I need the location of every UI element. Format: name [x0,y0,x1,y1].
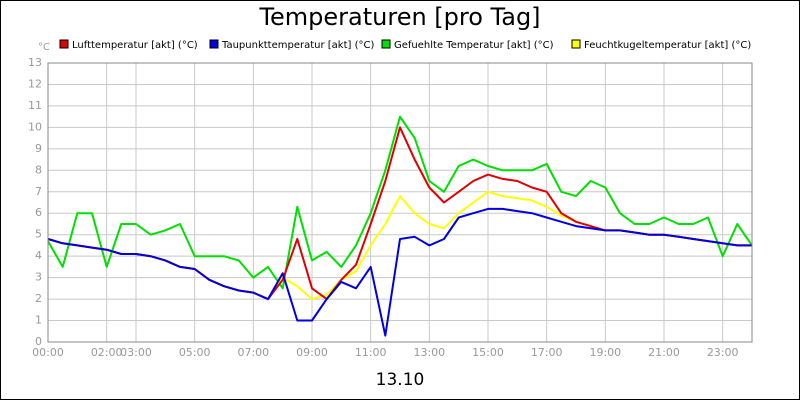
x-tick-label: 11:00 [355,346,387,359]
legend-label: Feuchtkugeltemperatur [akt] (°C) [584,40,751,51]
y-tick-label: 0 [35,335,42,348]
plot-area [48,63,752,342]
y-tick-label: 10 [28,120,42,133]
x-tick-label: 21:00 [648,346,680,359]
x-tick-label: 23:00 [707,346,739,359]
x-tick-label: 02:00 [91,346,123,359]
y-tick-label: 6 [35,206,42,219]
x-tick-label: 05:00 [179,346,211,359]
x-tick-label: 03:00 [120,346,152,359]
x-tick-label: 17:00 [531,346,563,359]
y-tick-label: 8 [35,163,42,176]
legend-swatch [571,39,581,49]
y-tick-label: 11 [28,99,42,112]
y-tick-label: 7 [35,185,42,198]
plot-border [47,62,753,343]
legend-label: Lufttemperatur [akt] (°C) [72,40,198,51]
legend-swatch [209,39,219,49]
y-tick-label: 12 [28,77,42,90]
y-tick-label: 2 [35,292,42,305]
x-tick-label: 13:00 [413,346,445,359]
series-line [47,207,752,337]
series-line [47,115,753,290]
x-tick-label: 07:00 [237,346,269,359]
legend-label: Gefuehlte Temperatur [akt] (°C) [394,40,554,51]
y-tick-label: 9 [35,142,42,155]
chart-title: Temperaturen [pro Tag] [258,3,540,31]
x-tick-label: 09:00 [296,346,328,359]
y-axis-label: °C [38,42,50,53]
y-tick-label: 13 [28,56,42,69]
legend-swatch [381,39,391,49]
x-tick-label: 15:00 [472,346,504,359]
y-tick-label: 3 [35,271,42,284]
x-tick-label: 19:00 [589,346,621,359]
legend-swatch [59,39,69,49]
y-tick-label: 4 [35,249,42,262]
x-axis-label: 13.10 [376,370,425,390]
y-tick-label: 1 [35,314,42,327]
y-tick-label: 5 [35,228,42,241]
x-tick-label: 00:00 [32,346,64,359]
legend: Lufttemperatur [akt] (°C) Taupunkttempera… [59,39,751,51]
legend-label: Taupunkttemperatur [akt] (°C) [221,40,374,51]
